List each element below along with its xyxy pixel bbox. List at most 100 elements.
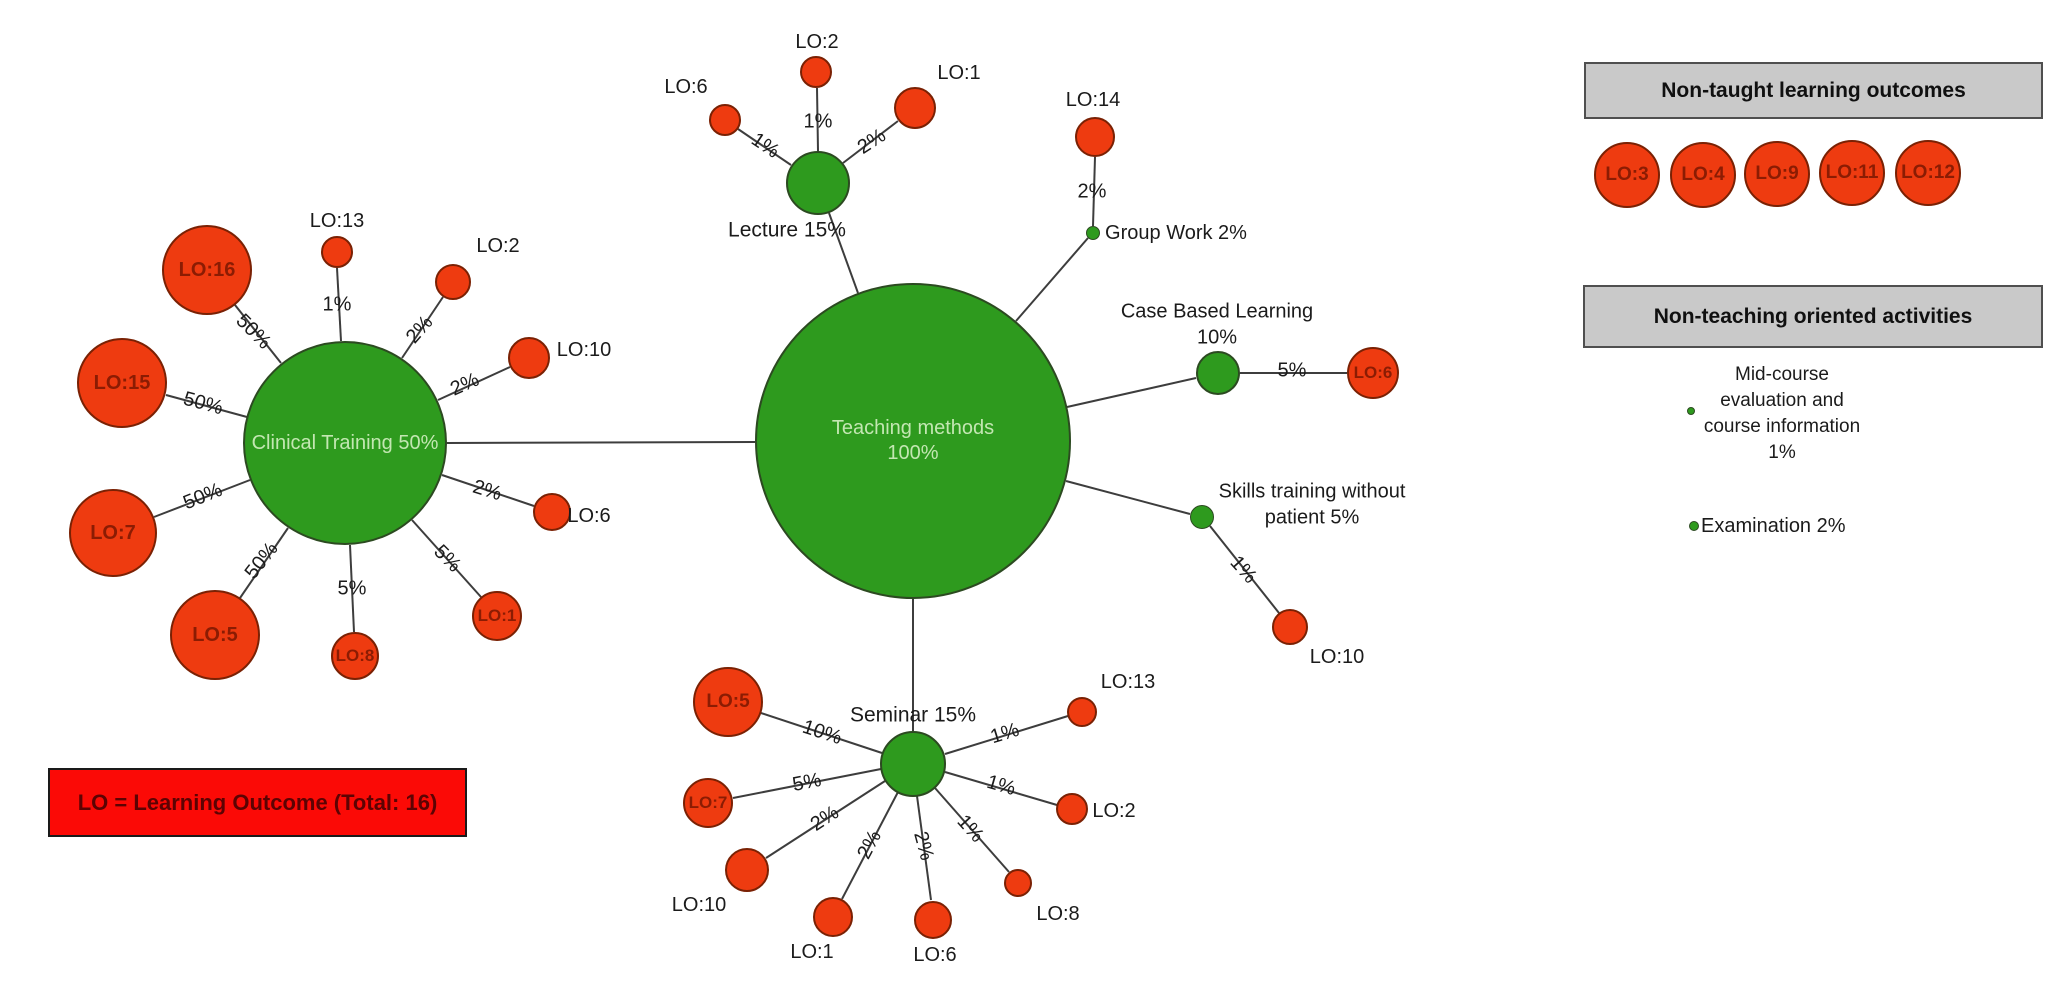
node-clinical-lo15-label: LO:15 — [93, 371, 151, 394]
edge-lo14-groupwork — [1092, 156, 1096, 227]
node-seminar-lo2 — [1056, 793, 1088, 825]
edge-clinical-lo10 — [437, 366, 511, 401]
node-clinical-lo2-label: LO:2 — [476, 235, 520, 258]
node-groupwork-lo14 — [1075, 117, 1115, 157]
edge-weight-clinical-lo8: 5% — [337, 577, 367, 600]
edge-teaching-cbl — [1066, 377, 1197, 408]
node-clinical-lo8-label: LO:8 — [335, 646, 375, 666]
edge-teaching-lecture — [828, 212, 859, 294]
node-case-based-learning-label: Case Based Learning 10% — [1120, 300, 1314, 348]
edge-skills-lo10 — [1209, 525, 1280, 614]
edge-weight-lecture-lo2: 1% — [803, 110, 833, 133]
non-taught-outcome-lo-11: LO:11 — [1819, 140, 1885, 206]
node-clinical-lo10 — [508, 337, 550, 379]
node-seminar-lo7-label: LO:7 — [688, 793, 728, 813]
examination-text: Examination 2% — [1701, 515, 1846, 537]
edge-clinical-lo1 — [411, 519, 482, 598]
node-skills-lo10 — [1272, 609, 1308, 645]
node-clinical-lo7-label: LO:7 — [90, 521, 136, 544]
edge-weight-cbl-lo6: 5% — [1277, 359, 1307, 382]
edge-clinical-lo8 — [349, 544, 355, 633]
edge-teaching-clinical — [446, 441, 756, 444]
edge-seminar-lo2 — [944, 771, 1058, 806]
edge-seminar-lo1 — [841, 791, 899, 900]
node-cbl-lo6-label: LO:6 — [1353, 363, 1393, 383]
node-clinical-lo13 — [321, 236, 353, 268]
mid-course-evaluation-dot — [1687, 407, 1695, 415]
node-clinical-lo1: LO:1 — [472, 591, 522, 641]
node-seminar-lo8 — [1004, 869, 1032, 897]
node-seminar-lo1 — [813, 897, 853, 937]
lo-legend-note-text: LO = Learning Outcome (Total: 16) — [77, 789, 438, 815]
non-taught-outcome-lo-11-label: LO:11 — [1825, 162, 1879, 184]
node-clinical-lo6 — [533, 493, 571, 531]
non-taught-outcome-lo-9-label: LO:9 — [1755, 163, 1799, 185]
edge-seminar-lo7 — [732, 768, 882, 799]
node-clinical-lo6-label: LO:6 — [567, 505, 611, 528]
node-lecture-lo2 — [800, 56, 832, 88]
node-seminar-label: Seminar 15% — [849, 703, 977, 727]
non-taught-outcome-lo-4-label: LO:4 — [1681, 164, 1725, 186]
node-clinical-lo1-label: LO:1 — [477, 606, 517, 626]
edge-clinical-lo15 — [165, 394, 248, 418]
node-lecture-label: Lecture 15% — [728, 218, 846, 242]
edge-lecture-lo2 — [816, 87, 819, 152]
node-seminar-lo6-label: LO:6 — [913, 944, 957, 967]
edge-clinical-lo2 — [401, 296, 444, 359]
edge-lecture-lo6 — [737, 128, 792, 166]
node-seminar-lo13 — [1067, 697, 1097, 727]
node-clinical-lo7: LO:7 — [69, 489, 157, 577]
edge-seminar-lo8 — [934, 787, 1010, 873]
non-taught-outcomes-panel: Non-taught learning outcomes — [1584, 62, 2043, 119]
edge-clinical-lo16 — [234, 304, 282, 364]
edge-seminar-lo13 — [944, 715, 1069, 755]
non-teaching-activities-title: Non-teaching oriented activities — [1653, 304, 1973, 328]
non-teaching-activities-panel: Non-teaching oriented activities — [1583, 285, 2043, 348]
node-seminar-lo6 — [914, 901, 952, 939]
edge-clinical-lo13 — [336, 267, 342, 342]
edge-teaching-groupwork — [1015, 237, 1089, 322]
node-seminar — [880, 731, 946, 797]
non-taught-outcome-lo-3-label: LO:3 — [1605, 164, 1649, 186]
node-seminar-lo10 — [725, 848, 769, 892]
node-teaching-methods-label: Teaching methods 100% — [831, 417, 995, 464]
node-seminar-lo8-label: LO:8 — [1036, 903, 1080, 926]
node-groupwork-lo14-label: LO:14 — [1065, 89, 1121, 112]
node-clinical-lo16: LO:16 — [162, 225, 252, 315]
node-group-work-label: Group Work 2% — [1105, 222, 1247, 245]
edge-weight-lo14-groupwork: 2% — [1077, 180, 1107, 203]
node-clinical-training: Clinical Training 50% — [243, 341, 447, 545]
non-taught-outcome-lo-12: LO:12 — [1895, 140, 1961, 206]
edge-clinical-lo5 — [239, 527, 289, 599]
node-clinical-lo16-label: LO:16 — [178, 258, 236, 281]
node-skills-lo10-label: LO:10 — [1309, 646, 1365, 669]
edge-seminar-lo6 — [916, 795, 932, 901]
edge-clinical-lo6 — [441, 474, 535, 507]
non-taught-outcome-lo-12-label: LO:12 — [1901, 162, 1955, 184]
edge-weight-clinical-lo13: 1% — [322, 293, 352, 316]
node-lecture-lo6-label: LO:6 — [664, 76, 708, 99]
node-skills-training-label: Skills training without patient 5% — [1218, 480, 1406, 528]
node-teaching-methods: Teaching methods 100% — [755, 283, 1071, 599]
mid-course-evaluation-text: Mid-course evaluation and course informati… — [1703, 364, 1861, 463]
node-seminar-lo10-label: LO:10 — [671, 894, 727, 917]
node-clinical-lo13-label: LO:13 — [309, 210, 365, 233]
node-clinical-training-label: Clinical Training 50% — [251, 431, 439, 454]
node-seminar-lo1-label: LO:1 — [790, 941, 834, 964]
node-lecture-lo1 — [894, 87, 936, 129]
non-taught-outcome-lo-4: LO:4 — [1670, 142, 1736, 208]
node-clinical-lo5: LO:5 — [170, 590, 260, 680]
node-seminar-lo2-label: LO:2 — [1092, 800, 1136, 823]
non-taught-outcomes-title: Non-taught learning outcomes — [1661, 78, 1966, 102]
node-lecture-lo1-label: LO:1 — [937, 62, 981, 85]
node-seminar-lo7: LO:7 — [683, 778, 733, 828]
node-lecture — [786, 151, 850, 215]
node-clinical-lo10-label: LO:10 — [556, 339, 612, 362]
node-clinical-lo8: LO:8 — [331, 632, 379, 680]
node-seminar-lo5-label: LO:5 — [706, 691, 750, 713]
node-seminar-lo13-label: LO:13 — [1100, 671, 1156, 694]
node-skills-training — [1190, 505, 1214, 529]
node-clinical-lo2 — [435, 264, 471, 300]
